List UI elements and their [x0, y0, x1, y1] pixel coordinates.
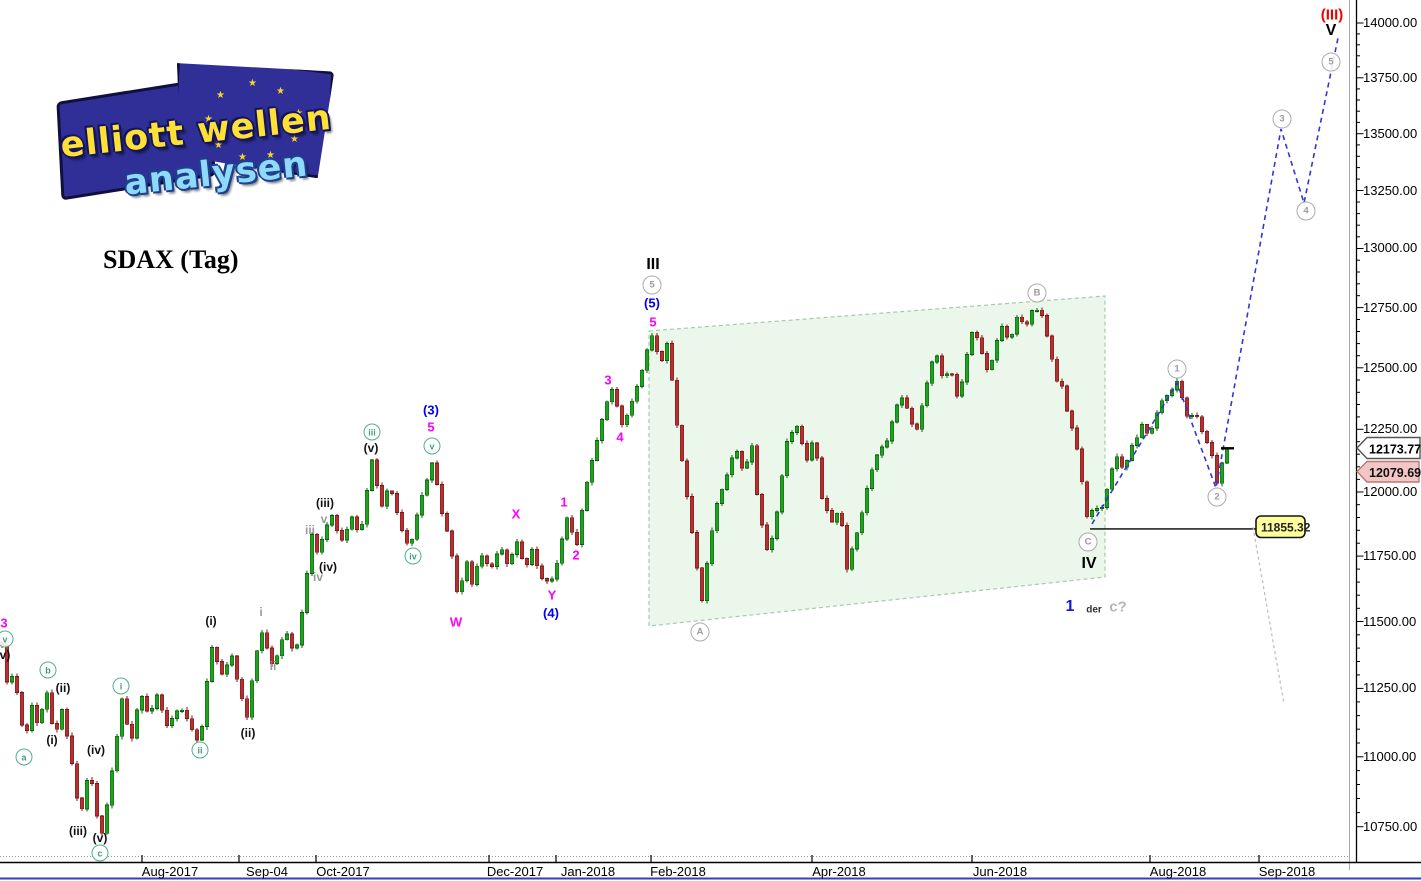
- wave-label-5-12: 5: [1321, 52, 1341, 72]
- y-axis-label-13750: 13750.00: [1363, 69, 1418, 85]
- candles: [0, 307, 1230, 837]
- wave-label-3-14: (3): [423, 402, 439, 418]
- wave-label-i-32: i: [112, 677, 130, 695]
- chart-title: SDAX (Tag): [103, 245, 239, 274]
- wave-label-1-8: 1: [1167, 359, 1187, 379]
- y-axis-label-11500: 11500.00: [1363, 613, 1417, 629]
- wave-label-v-52: v: [320, 512, 328, 526]
- wave-label-v-43: (v): [92, 831, 108, 845]
- x-axis-label-sep-04: Sep-04: [246, 864, 288, 879]
- y-axis-label-12500: 12500.00: [1363, 359, 1418, 375]
- wave-label-5-13: (5): [644, 295, 660, 311]
- price-tag-secondary-text: 12079.69: [1369, 466, 1421, 480]
- wave-label-i-40: (i): [46, 733, 58, 747]
- wave-label-3-10: 3: [1272, 109, 1292, 129]
- wave-label-III-0: (III): [1320, 6, 1344, 24]
- wave-label-a-30: a: [15, 748, 33, 766]
- y-axis-label-14000: 14000.00: [1363, 15, 1418, 30]
- wave-label-b-31: b: [39, 661, 57, 679]
- y-axis-label-11250: 11250.00: [1363, 680, 1417, 696]
- x-axis-label-apr-2018: Apr-2018: [812, 864, 866, 879]
- wave-label-ii-33: ii: [191, 741, 209, 759]
- wave-label-4-15: (4): [543, 605, 559, 621]
- wave-label-A-6: A: [690, 622, 710, 642]
- wave-label-iv-41: (iv): [87, 743, 105, 757]
- wave-label-ii-39: (ii): [55, 681, 71, 695]
- wave-label-ii-45: (ii): [240, 726, 256, 740]
- wave-label-iv-36: iv: [404, 547, 422, 565]
- wave-label-4-21: 4: [616, 429, 624, 445]
- x-axis-label-sep-2018: Sep-2018: [1258, 864, 1316, 879]
- y-axis-label-13500: 13500.00: [1363, 125, 1418, 141]
- star-icon: [248, 78, 257, 89]
- wave-label-2-28: 2: [572, 547, 580, 563]
- price-tag-current-text: 12173.77: [1369, 443, 1421, 457]
- wave-label-1-16: 1: [1065, 598, 1075, 615]
- wave-label-ii-50: ii: [269, 659, 277, 673]
- price-tag-secondary: 12079.69: [1356, 460, 1421, 483]
- star-icon: [276, 86, 285, 97]
- wave-label-iii-35: iii: [363, 423, 381, 441]
- price-tag-target-text: 11855.32: [1261, 521, 1311, 535]
- x-axis-label-jun-2018: Jun-2018: [972, 864, 1028, 879]
- wave-label-v-38: (v): [0, 648, 11, 662]
- price-tag-target-shape: [1255, 515, 1306, 539]
- wave-label-1-27: 1: [560, 494, 568, 510]
- wave-label-3-23: 3: [0, 615, 8, 631]
- y-axis-label-12000: 12000.00: [1363, 484, 1418, 500]
- wave-label-5-19: 5: [649, 314, 657, 330]
- wave-label-IV-3: IV: [1081, 555, 1097, 572]
- y-axis-label-12250: 12250.00: [1363, 421, 1418, 437]
- wave-label-C-7: C: [1078, 532, 1098, 552]
- y-axis-label-13250: 13250.00: [1363, 182, 1418, 198]
- wave-label-5-22: 5: [427, 419, 435, 435]
- wave-label-W-24: W: [449, 614, 463, 630]
- y-axis-label-11750: 11750.00: [1363, 548, 1417, 564]
- wave-label-iii-42: (iii): [69, 824, 87, 838]
- x-axis-label-oct-2017: Oct-2017: [316, 864, 370, 879]
- wave-label-iii-51: iii: [304, 523, 316, 537]
- wave-label-2-9: 2: [1207, 487, 1227, 507]
- wave-label-iv-47: (iv): [319, 560, 337, 574]
- y-axis-label-11000: 11000.00: [1363, 748, 1417, 764]
- price-tag-secondary-shape: [1356, 460, 1420, 483]
- wave-label-v-48: (v): [363, 441, 379, 455]
- x-axis-label-jan-2018: Jan-2018: [560, 864, 616, 879]
- y-axis-label-12750: 12750.00: [1363, 299, 1418, 315]
- wave-label-iii-46: (iii): [316, 496, 334, 510]
- wave-label-4-11: 4: [1296, 201, 1316, 221]
- price-tag-current-shape: [1356, 436, 1421, 460]
- wave-label-v-37: v: [423, 437, 441, 455]
- x-axis-label-aug-2017: Aug-2017: [141, 864, 199, 879]
- wave-label-B-5: B: [1027, 283, 1047, 303]
- wave-label-v-29: v: [0, 630, 14, 648]
- wave-label-3-20: 3: [604, 372, 612, 388]
- wave-label-i-44: (i): [205, 614, 217, 628]
- wave-label-iv-53: iv: [312, 570, 324, 584]
- x-axis-label-aug-2018: Aug-2018: [1149, 864, 1207, 879]
- wave-label-c?-18: c?: [1109, 598, 1127, 616]
- x-axis-label-feb-2018: Feb-2018: [650, 864, 706, 879]
- wave-label-III-2: III: [646, 256, 660, 273]
- wave-label-X-25: X: [511, 506, 521, 522]
- wave-label-Y-26: Y: [547, 587, 557, 603]
- projection-lines: [1091, 37, 1339, 705]
- wave-label-der-17: der: [1086, 604, 1102, 616]
- x-axis-label-dec-2017: Dec-2017: [486, 864, 544, 879]
- y-axis-label-13000: 13000.00: [1363, 240, 1418, 256]
- wave-label-V-1: V: [1325, 22, 1337, 39]
- wave-label-i-49: i: [259, 605, 263, 619]
- y-axis-label-10750: 10750.00: [1363, 818, 1418, 834]
- price-tag-current: 12173.77: [1356, 436, 1421, 460]
- star-icon: [216, 90, 225, 101]
- wave-label-5-4: 5: [642, 275, 662, 295]
- wave-label-c-34: c: [91, 844, 109, 862]
- price-tag-target: 11855.32: [1255, 515, 1311, 539]
- site-logo: elliott wellen analysen: [52, 60, 342, 210]
